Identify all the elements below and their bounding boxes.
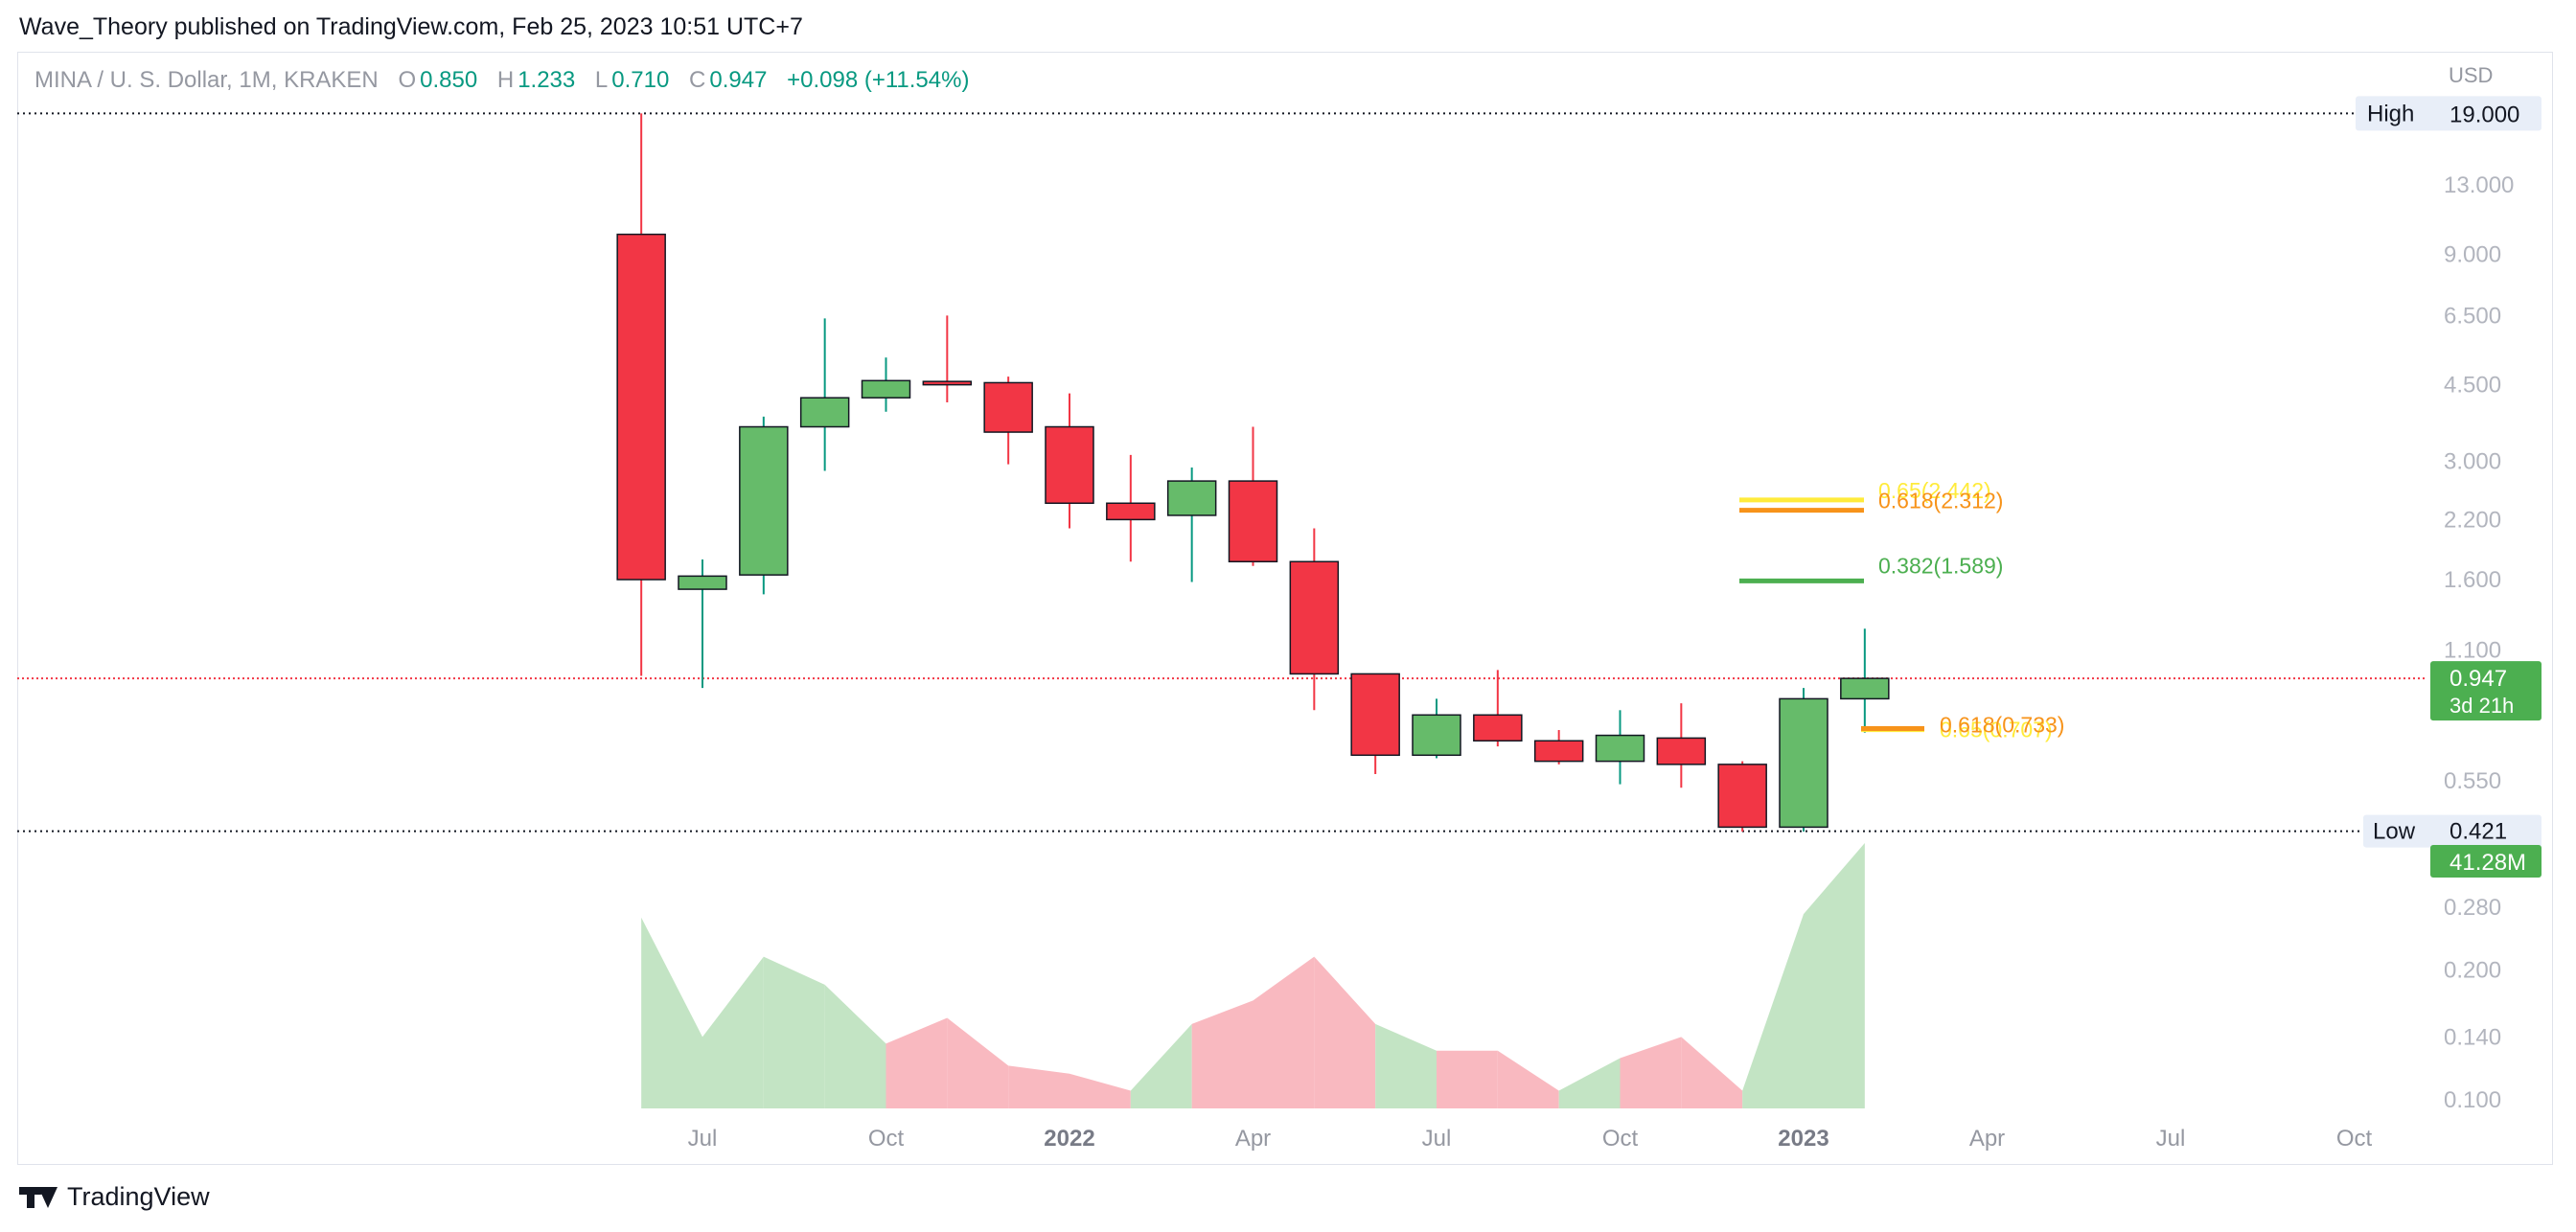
y-tick-label: 2.200	[2444, 507, 2501, 533]
x-tick-label: Apr	[1235, 1126, 1271, 1152]
candle-body	[678, 575, 727, 590]
y-tick-label: 13.000	[2444, 172, 2514, 198]
x-tick-label: Apr	[1969, 1126, 2005, 1152]
symbol-name[interactable]: MINA / U. S. Dollar, 1M, KRAKEN	[34, 67, 379, 93]
high-badge-label: High	[2367, 101, 2414, 126]
candle-body	[616, 233, 666, 581]
volume-segment	[886, 1017, 948, 1108]
last-price-value: 0.947	[2450, 666, 2507, 692]
volume-segment	[763, 956, 825, 1108]
volume-tick-label: 0.140	[2444, 1024, 2501, 1050]
close-value: 0.947	[709, 67, 768, 93]
candle-body	[1166, 480, 1217, 516]
volume-tick-label: 0.200	[2444, 958, 2501, 984]
volume-segment	[1437, 1050, 1498, 1108]
candle-body	[1533, 740, 1584, 763]
candle-body	[1717, 764, 1767, 829]
volume-segment	[1558, 1058, 1621, 1108]
footer: TradingView	[19, 1182, 210, 1212]
volume-segment	[1314, 956, 1376, 1108]
high-badge-value: 19.000	[2450, 102, 2519, 127]
x-tick-label: 2023	[1778, 1126, 1828, 1152]
volume-segment	[824, 984, 886, 1108]
close-label: C	[689, 67, 706, 93]
y-tick-label: 3.000	[2444, 448, 2501, 474]
low-badge	[2363, 814, 2542, 848]
low-value: 0.710	[611, 67, 670, 93]
tradingview-brand[interactable]: TradingView	[67, 1182, 210, 1211]
x-tick-label: Oct	[868, 1126, 905, 1152]
candle-body	[1045, 425, 1094, 505]
candle-body	[1350, 673, 1400, 757]
volume-segment	[1008, 1065, 1070, 1108]
volume-badge-value: 41.28M	[2450, 850, 2526, 876]
candle-body	[983, 381, 1033, 433]
fib-label: 0.65(0.707)	[1940, 718, 2053, 742]
high-value: 1.233	[518, 67, 576, 93]
candle-body	[739, 425, 789, 576]
y-tick-label: 4.500	[2444, 373, 2501, 399]
candle-body	[922, 380, 973, 386]
volume-tick-label: 0.280	[2444, 895, 2501, 921]
low-label: L	[594, 67, 609, 93]
currency-label[interactable]: USD	[2449, 63, 2494, 87]
x-tick-label: Oct	[2336, 1126, 2373, 1152]
candle-body	[1656, 737, 1707, 765]
countdown-value: 3d 21h	[2450, 694, 2514, 718]
y-tick-label: 1.600	[2444, 567, 2501, 593]
fib-label: 0.382(1.589)	[1878, 553, 2003, 578]
y-tick-label: 6.500	[2444, 303, 2501, 329]
low-badge-label: Low	[2373, 819, 2416, 845]
volume-segment	[1681, 1037, 1743, 1108]
candle-body	[1106, 502, 1156, 521]
publisher-caption: Wave_Theory published on TradingView.com…	[19, 13, 803, 40]
low-badge-value: 0.421	[2450, 819, 2507, 845]
volume-segment	[1497, 1050, 1559, 1108]
symbol-legend: MINA / U. S. Dollar, 1M, KRAKEN O 0.850 H…	[34, 67, 969, 94]
fib-label: 0.618(2.312)	[1878, 489, 2003, 513]
open-label: O	[398, 67, 417, 93]
fib-label: 0.65(2.442)	[1878, 478, 1991, 503]
volume-segment	[702, 956, 764, 1108]
volume-segment	[1742, 914, 1804, 1108]
x-tick-label: Jul	[1422, 1126, 1452, 1152]
fib-label: 0.618(0.733)	[1940, 713, 2064, 738]
chart-frame	[17, 52, 2553, 1165]
candle-body	[1289, 560, 1340, 675]
y-tick-label: 0.550	[2444, 768, 2501, 794]
x-tick-label: Jul	[2156, 1126, 2186, 1152]
volume-segment	[1253, 956, 1315, 1108]
candle-body	[1228, 480, 1278, 563]
x-tick-label: Oct	[1602, 1126, 1639, 1152]
volume-segment	[1620, 1037, 1682, 1108]
high-label: H	[496, 67, 515, 93]
volume-segment	[1375, 1023, 1437, 1108]
volume-segment	[947, 1017, 1009, 1108]
volume-segment	[1070, 1073, 1131, 1108]
high-badge	[2356, 96, 2542, 131]
volume-segment	[1804, 843, 1865, 1108]
x-tick-label: Jul	[688, 1126, 718, 1152]
candle-body	[1412, 714, 1461, 757]
volume-segment	[1191, 1000, 1254, 1108]
y-tick-label: 1.100	[2444, 638, 2501, 664]
change-value: +0.098 (+11.54%)	[787, 67, 970, 93]
open-value: 0.850	[420, 67, 478, 93]
candle-body	[861, 379, 911, 399]
candle-body	[1473, 714, 1523, 742]
candle-body	[1595, 734, 1645, 763]
candle-body	[1779, 697, 1828, 829]
volume-badge	[2430, 845, 2542, 878]
last-price-badge	[2430, 661, 2542, 721]
volume-tick-label: 0.100	[2444, 1087, 2501, 1113]
volume-segment	[1130, 1023, 1192, 1108]
candle-body	[799, 397, 850, 428]
volume-segment	[641, 917, 702, 1108]
y-tick-label: 9.000	[2444, 241, 2501, 267]
tradingview-logo-icon	[19, 1186, 58, 1208]
candle-body	[1840, 677, 1890, 700]
x-tick-label: 2022	[1044, 1126, 1094, 1152]
